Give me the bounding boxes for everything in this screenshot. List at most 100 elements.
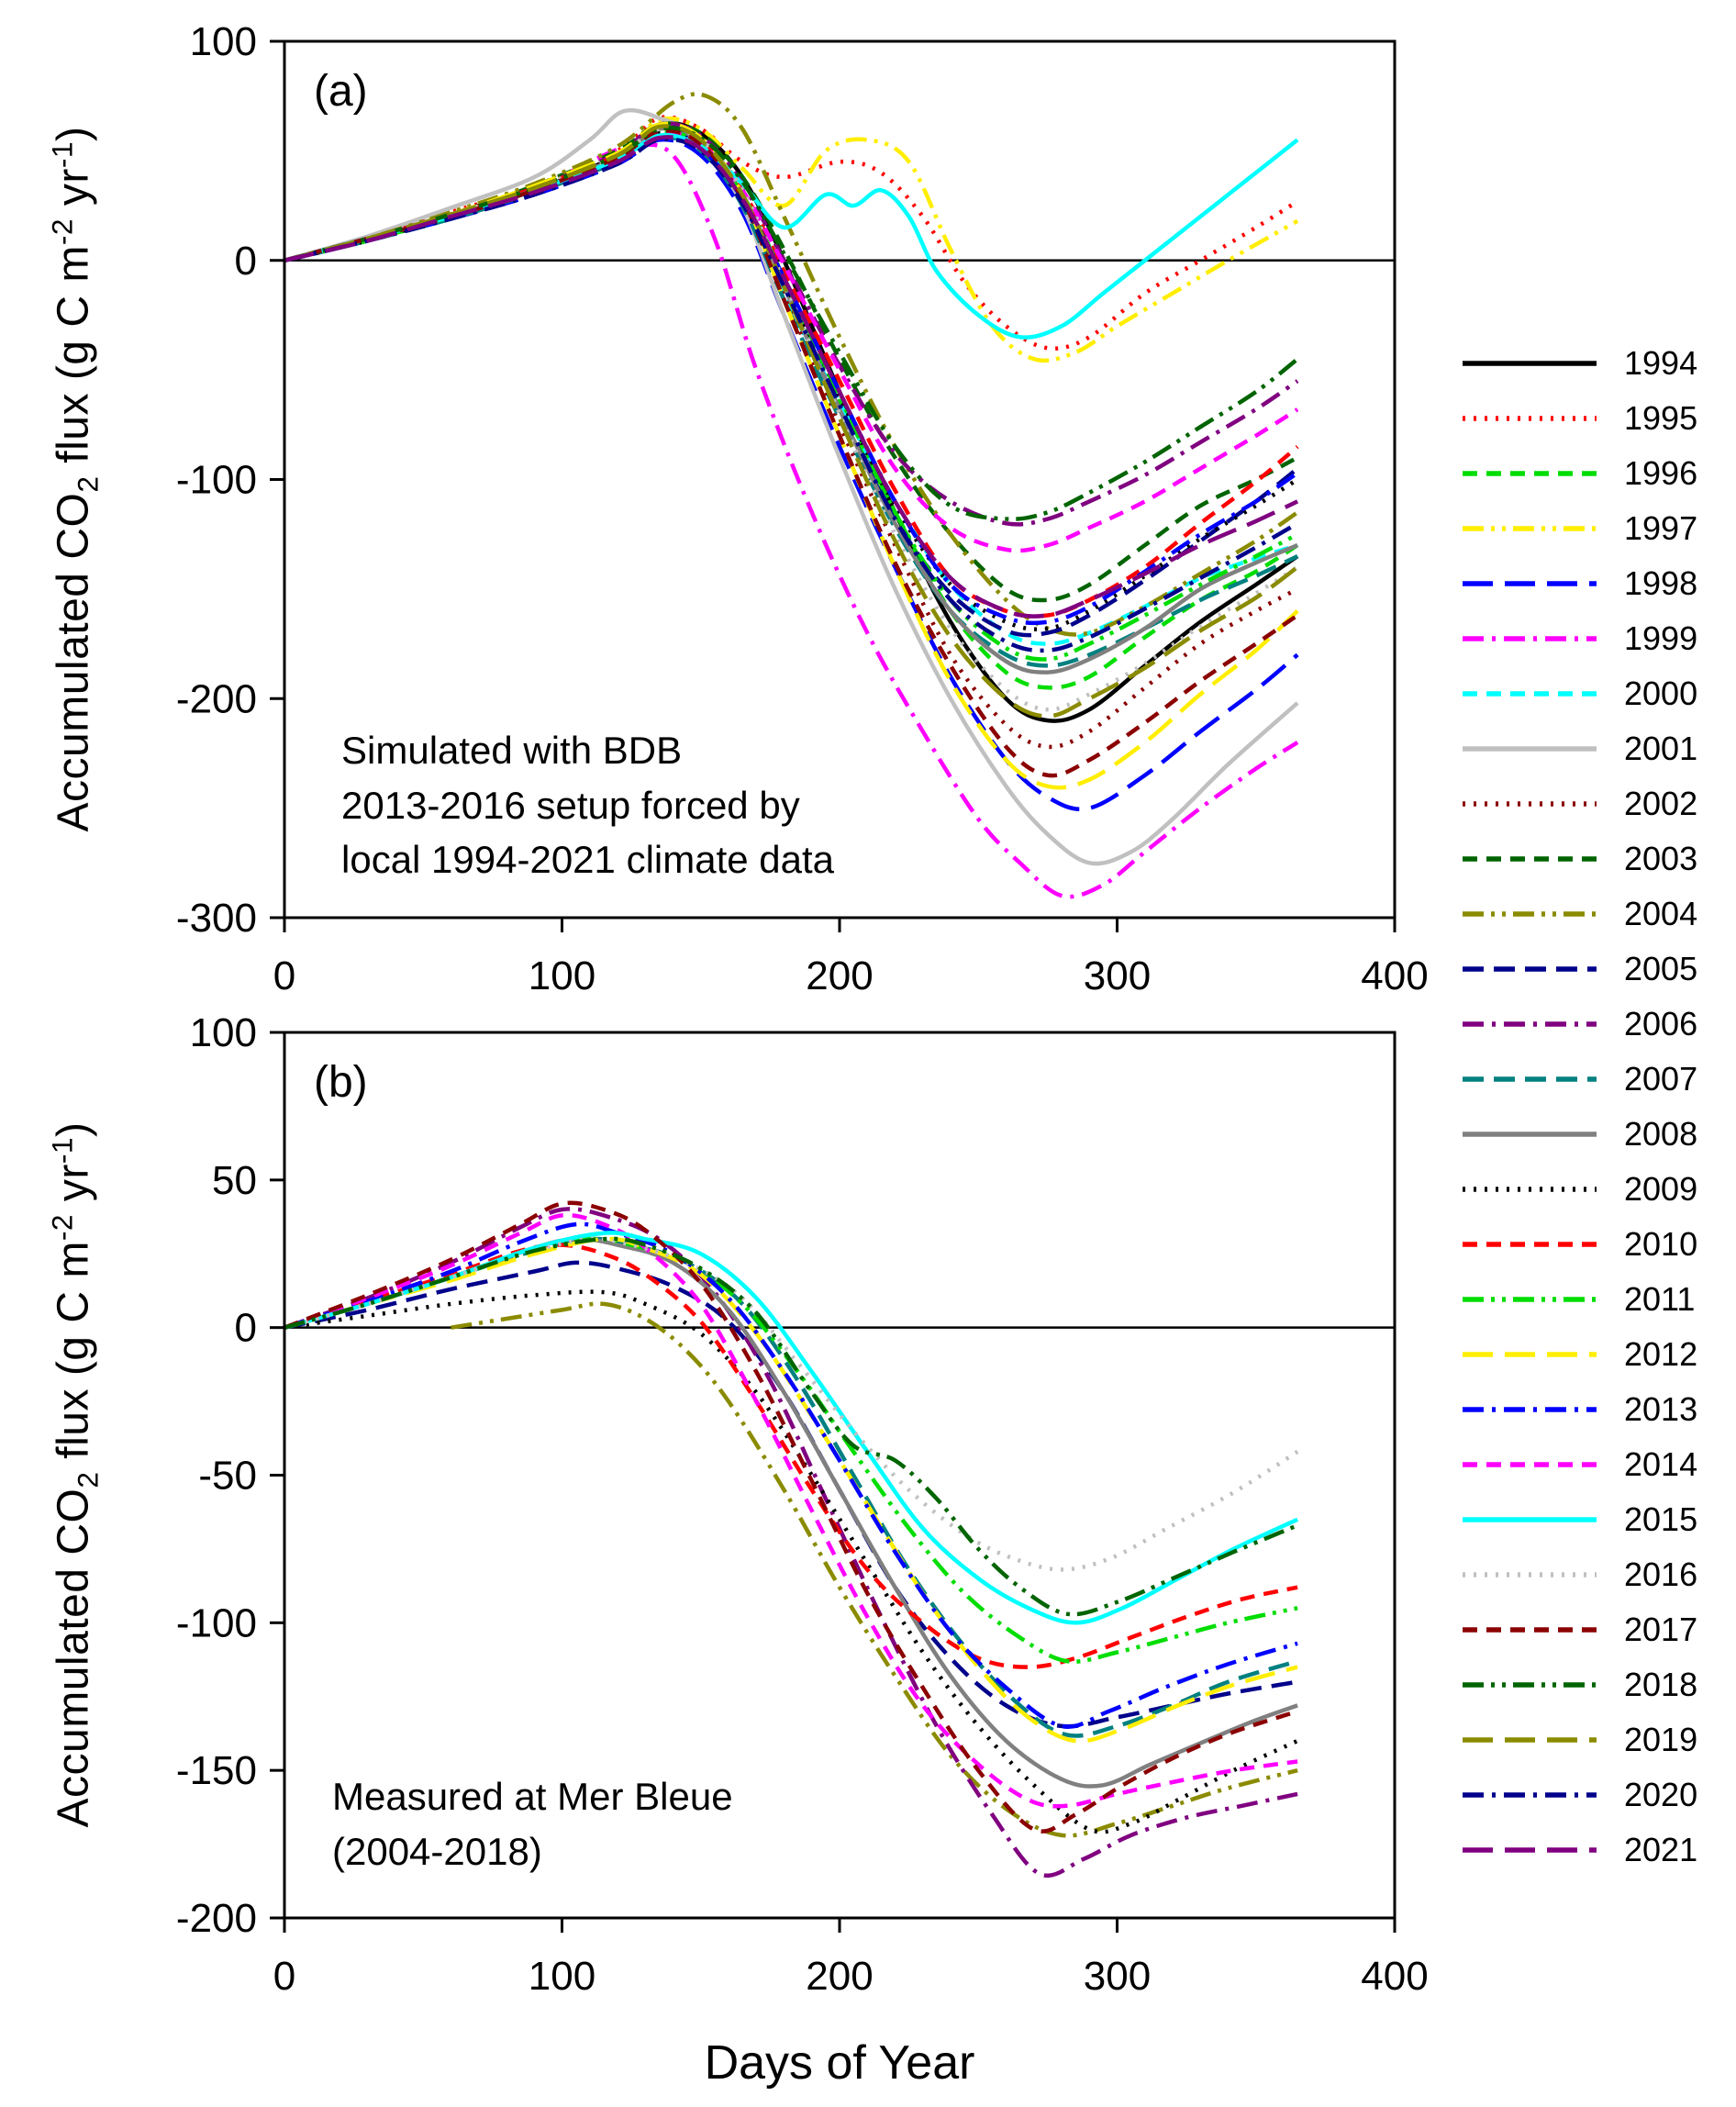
panel-b-annotation: Measured at Mer Bleue (2004-2018)	[332, 1775, 733, 1873]
series-2020	[284, 137, 1299, 653]
legend-label: 2020	[1624, 1776, 1698, 1813]
series-2006	[284, 121, 1299, 527]
series-2000	[284, 130, 1298, 646]
legend-line-2007	[1463, 1076, 1597, 1082]
y-tick-label: 100	[190, 19, 257, 64]
legend-line-2019	[1463, 1737, 1597, 1743]
series-2010	[284, 126, 1299, 619]
series-2005	[284, 1260, 1298, 1729]
legend-line-2020	[1463, 1792, 1597, 1798]
legend-item-2006: 2006	[1461, 997, 1697, 1052]
legend-label: 2014	[1624, 1445, 1698, 1483]
legend-line-2003	[1463, 856, 1597, 862]
legend-item-2021: 2021	[1461, 1823, 1697, 1878]
series-2013	[284, 1221, 1298, 1729]
y-tick-label: -100	[176, 458, 257, 503]
x-tick-label: 100	[529, 953, 595, 998]
legend-item-2010: 2010	[1461, 1217, 1697, 1272]
y-tick-label: -150	[176, 1748, 257, 1793]
legend-label: 2005	[1624, 950, 1698, 987]
legend-line-2013	[1463, 1407, 1597, 1412]
y-axis-label-a: Accumulated CO2 flux (g C m-2 yr-1)	[45, 126, 105, 832]
series-2012	[284, 121, 1299, 790]
legend-item-2007: 2007	[1461, 1052, 1697, 1107]
legend-label: 2011	[1624, 1280, 1696, 1318]
legend-label: 1998	[1624, 564, 1698, 602]
y-tick-label: -100	[176, 1600, 257, 1645]
y-tick-label: 100	[190, 1010, 257, 1055]
series-2010	[284, 1243, 1298, 1669]
legend-line-1995	[1463, 416, 1597, 421]
legend-label: 2001	[1624, 730, 1698, 767]
series-2003	[284, 121, 1299, 603]
legend-label: 2000	[1624, 674, 1698, 712]
legend-item-2012: 2012	[1461, 1327, 1697, 1382]
legend-line-2006	[1463, 1021, 1597, 1027]
y-tick-label: -200	[176, 676, 257, 721]
y-tick-label: 0	[235, 239, 257, 284]
legend-line-2009	[1463, 1187, 1597, 1192]
legend-label: 1996	[1624, 454, 1698, 492]
legend-line-2016	[1463, 1572, 1597, 1577]
legend-line-2011	[1463, 1297, 1597, 1302]
legend-label: 1994	[1624, 344, 1698, 382]
y-tick-label: -300	[176, 896, 257, 941]
legend-item-2018: 2018	[1461, 1657, 1697, 1712]
legend-label: 1997	[1624, 509, 1698, 547]
legend-item-2003: 2003	[1461, 831, 1697, 886]
legend-item-2013: 2013	[1461, 1382, 1697, 1437]
legend-line-1994	[1463, 361, 1597, 366]
series-2001	[284, 107, 1299, 866]
series-1997	[284, 116, 1299, 363]
legend-label: 2004	[1624, 895, 1698, 932]
series-2018	[284, 126, 1299, 521]
legend-item-2020: 2020	[1461, 1767, 1697, 1823]
legend-line-2010	[1463, 1242, 1597, 1247]
legend-line-2015	[1463, 1517, 1597, 1522]
legend-item-1994: 1994	[1461, 336, 1697, 391]
series-2013	[284, 132, 1299, 626]
x-tick-label: 400	[1361, 1954, 1428, 1999]
panel-a-letter: (a)	[314, 67, 368, 116]
legend-item-2017: 2017	[1461, 1602, 1697, 1657]
legend-label: 2010	[1624, 1225, 1698, 1263]
legend-item-2009: 2009	[1461, 1162, 1697, 1217]
legend-label: 2012	[1624, 1335, 1698, 1373]
legend-item-2005: 2005	[1461, 942, 1697, 997]
x-tick-label: 300	[1084, 953, 1151, 998]
series-2005	[284, 130, 1299, 638]
panel-a-plot: 0 100 200 300 400 100 0 -100 -200 -300	[176, 19, 1429, 998]
legend-item-2000: 2000	[1461, 666, 1697, 721]
legend-item-2002: 2002	[1461, 776, 1697, 831]
series-2008	[284, 1236, 1298, 1789]
panel-b-letter: (b)	[314, 1058, 368, 1107]
x-tick-label: 0	[273, 1954, 295, 1999]
x-axis-label: Days of Year	[704, 2036, 975, 2090]
legend-item-2001: 2001	[1461, 721, 1697, 776]
legend-item-2014: 2014	[1461, 1437, 1697, 1492]
y-tick-label: 0	[235, 1306, 257, 1351]
legend: 1994 1995 1996 1997 1998 1999 2000 2001 2002 2003…	[1461, 336, 1697, 1878]
series-2021	[284, 135, 1299, 619]
legend-label: 2021	[1624, 1831, 1698, 1868]
series-2015	[284, 1231, 1299, 1625]
legend-item-2011: 2011	[1461, 1272, 1697, 1327]
legend-line-2014	[1463, 1462, 1597, 1467]
legend-item-2019: 2019	[1461, 1712, 1697, 1767]
x-tick-label: 400	[1361, 953, 1428, 998]
series-2018	[284, 1236, 1298, 1617]
series-2017	[284, 128, 1299, 778]
legend-line-2005	[1463, 966, 1597, 972]
series-2014	[284, 130, 1299, 553]
legend-line-1998	[1463, 581, 1597, 586]
x-tick-label: 200	[806, 953, 873, 998]
legend-label: 2015	[1624, 1500, 1698, 1538]
legend-label: 2018	[1624, 1666, 1698, 1703]
y-axis-label-b: Accumulated CO2 flux (g C m-2 yr-1)	[45, 1121, 105, 1828]
legend-label: 2019	[1624, 1721, 1698, 1758]
legend-label: 2007	[1624, 1060, 1698, 1098]
panel-a-annotation: Simulated with BDB 2013-2016 setup force…	[341, 729, 835, 882]
y-tick-label: -200	[176, 1896, 257, 1941]
legend-line-2001	[1463, 746, 1597, 752]
